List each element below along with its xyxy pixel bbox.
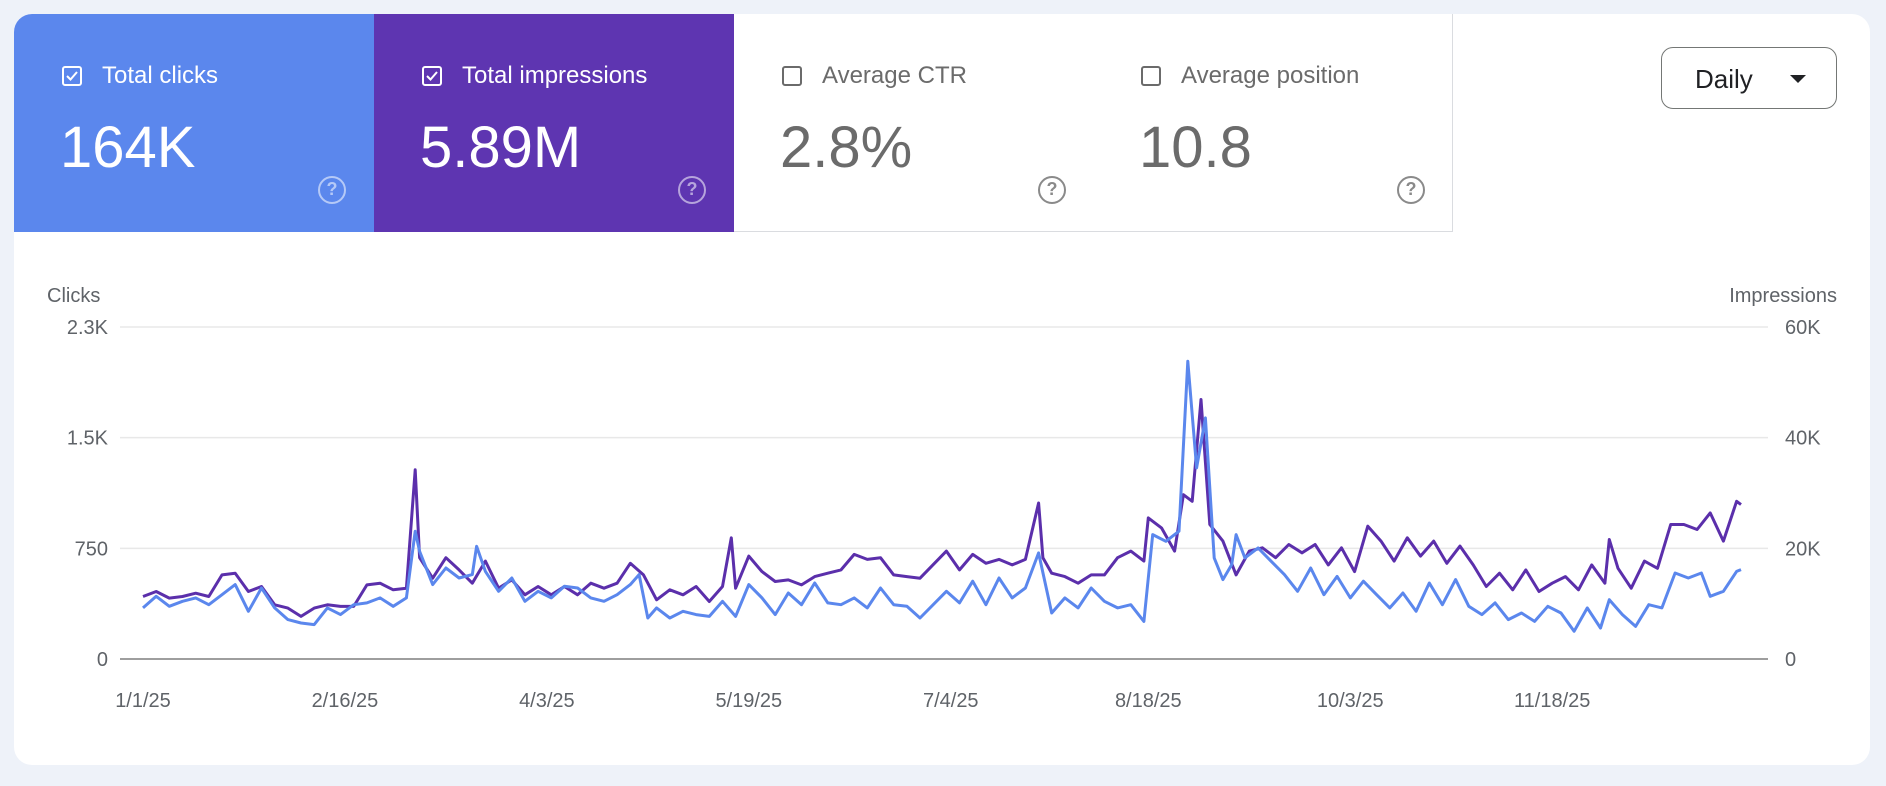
granularity-dropdown[interactable]: Daily: [1661, 47, 1837, 109]
metric-value: 164K: [60, 115, 196, 180]
question-circle-icon[interactable]: ?: [1397, 176, 1425, 204]
y-right-tick-label: 0: [1785, 649, 1796, 671]
metric-value: 10.8: [1139, 115, 1252, 180]
caret-down-icon: [1790, 75, 1806, 83]
metric-tile-average-ctr[interactable]: Average CTR 2.8% ?: [734, 14, 1094, 232]
y-left-tick-label: 750: [75, 538, 108, 560]
metric-value: 2.8%: [780, 115, 913, 180]
y-axis-left-title: Clicks: [47, 285, 100, 307]
metric-tile-average-position[interactable]: Average position 10.8 ?: [1093, 14, 1453, 232]
x-tick-label: 11/18/25: [1514, 690, 1590, 712]
metric-label: Average position: [1181, 62, 1360, 89]
y-right-tick-label: 20K: [1785, 538, 1821, 560]
x-tick-label: 2/16/25: [312, 690, 379, 712]
x-tick-label: 10/3/25: [1317, 690, 1384, 712]
question-circle-icon[interactable]: ?: [318, 176, 346, 204]
metric-value: 5.89M: [420, 115, 582, 180]
x-tick-label: 8/18/25: [1115, 690, 1182, 712]
x-tick-label: 4/3/25: [519, 690, 575, 712]
metric-label: Total clicks: [102, 62, 219, 89]
series-line-clicks: [142, 359, 1742, 633]
metric-label: Total impressions: [462, 62, 648, 89]
x-tick-label: 5/19/25: [715, 690, 782, 712]
checkbox-checked-icon[interactable]: [422, 66, 442, 86]
checkbox-checked-icon[interactable]: [62, 66, 82, 86]
y-left-tick-label: 1.5K: [67, 428, 109, 450]
y-right-tick-label: 40K: [1785, 428, 1821, 450]
question-circle-icon[interactable]: ?: [1038, 176, 1066, 204]
x-tick-label: 1/1/25: [115, 690, 171, 712]
question-circle-icon[interactable]: ?: [678, 176, 706, 204]
x-tick-label: 7/4/25: [923, 690, 979, 712]
metric-tile-total-clicks[interactable]: Total clicks 164K ?: [14, 14, 374, 232]
metric-label: Average CTR: [822, 62, 967, 89]
y-left-tick-label: 0: [97, 649, 108, 671]
performance-card: Total clicks 164K ? Total impressions 5.…: [14, 14, 1870, 765]
series-line-impressions: [142, 398, 1742, 618]
metric-tile-total-impressions[interactable]: Total impressions 5.89M ?: [374, 14, 734, 232]
checkbox-unchecked-icon[interactable]: [1141, 66, 1161, 86]
y-left-tick-label: 2.3K: [67, 317, 109, 339]
y-right-tick-label: 60K: [1785, 317, 1821, 339]
y-axis-right-title: Impressions: [1729, 285, 1837, 307]
granularity-selected: Daily: [1695, 64, 1753, 94]
checkbox-unchecked-icon[interactable]: [782, 66, 802, 86]
